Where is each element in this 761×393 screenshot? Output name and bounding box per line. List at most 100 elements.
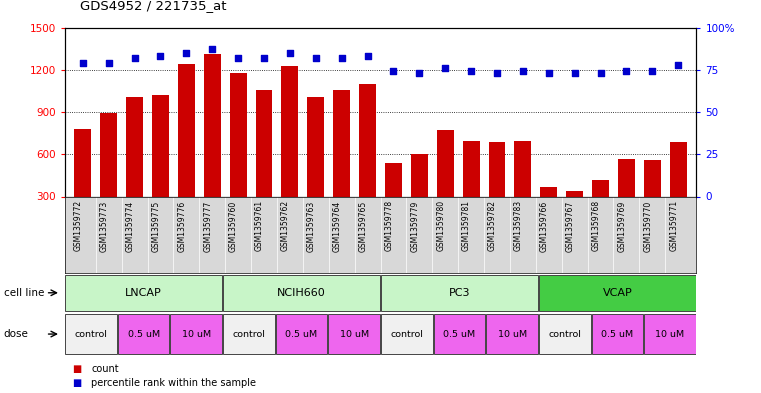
Text: GSM1359766: GSM1359766 xyxy=(540,200,549,252)
Text: 0.5 uM: 0.5 uM xyxy=(444,330,476,338)
Text: 10 uM: 10 uM xyxy=(655,330,685,338)
Point xyxy=(491,70,503,76)
Text: GSM1359771: GSM1359771 xyxy=(669,200,678,252)
Text: GSM1359772: GSM1359772 xyxy=(74,200,83,252)
Point xyxy=(103,60,115,66)
Text: control: control xyxy=(232,330,266,338)
Point xyxy=(387,68,400,75)
Point xyxy=(129,55,141,61)
Text: LNCAP: LNCAP xyxy=(126,288,162,298)
Bar xyxy=(307,97,324,239)
Bar xyxy=(618,159,635,239)
Bar xyxy=(437,130,454,239)
Point xyxy=(543,70,555,76)
Text: GSM1359761: GSM1359761 xyxy=(255,200,264,252)
Text: 0.5 uM: 0.5 uM xyxy=(601,330,633,338)
Point xyxy=(413,70,425,76)
Point xyxy=(77,60,89,66)
Point xyxy=(620,68,632,75)
Text: ■: ■ xyxy=(72,378,81,388)
Text: GSM1359773: GSM1359773 xyxy=(100,200,109,252)
Text: dose: dose xyxy=(4,329,29,339)
Point xyxy=(594,70,607,76)
Text: GSM1359775: GSM1359775 xyxy=(151,200,161,252)
Text: control: control xyxy=(548,330,581,338)
Bar xyxy=(256,90,272,239)
Bar xyxy=(329,314,380,354)
Bar xyxy=(223,314,275,354)
Point xyxy=(439,65,451,71)
Bar xyxy=(223,275,380,311)
Bar xyxy=(75,129,91,239)
Text: GSM1359783: GSM1359783 xyxy=(514,200,523,252)
Text: GSM1359781: GSM1359781 xyxy=(462,200,471,252)
Bar xyxy=(566,191,583,239)
Bar xyxy=(381,275,538,311)
Text: GSM1359774: GSM1359774 xyxy=(126,200,135,252)
Bar xyxy=(152,95,169,239)
Point xyxy=(180,50,193,56)
Point xyxy=(646,68,658,75)
Bar xyxy=(644,160,661,239)
Text: 10 uM: 10 uM xyxy=(498,330,527,338)
Bar xyxy=(204,54,221,239)
Bar xyxy=(434,314,486,354)
Text: cell line: cell line xyxy=(4,288,44,298)
Bar xyxy=(381,314,432,354)
Text: GSM1359778: GSM1359778 xyxy=(384,200,393,252)
Text: GDS4952 / 221735_at: GDS4952 / 221735_at xyxy=(80,0,227,13)
Text: GSM1359767: GSM1359767 xyxy=(565,200,575,252)
Text: GSM1359779: GSM1359779 xyxy=(410,200,419,252)
Text: GSM1359769: GSM1359769 xyxy=(617,200,626,252)
Text: control: control xyxy=(75,330,107,338)
Text: GSM1359765: GSM1359765 xyxy=(358,200,368,252)
Text: GSM1359763: GSM1359763 xyxy=(307,200,316,252)
Point xyxy=(310,55,322,61)
Bar xyxy=(65,314,116,354)
Point xyxy=(672,62,684,68)
Bar xyxy=(411,154,428,239)
Bar xyxy=(670,141,686,239)
Text: 0.5 uM: 0.5 uM xyxy=(285,330,317,338)
Bar xyxy=(65,275,222,311)
Text: count: count xyxy=(91,364,119,375)
Text: GSM1359782: GSM1359782 xyxy=(488,200,497,252)
Text: GSM1359764: GSM1359764 xyxy=(333,200,342,252)
Bar xyxy=(230,73,247,239)
Text: GSM1359780: GSM1359780 xyxy=(436,200,445,252)
Text: GSM1359760: GSM1359760 xyxy=(229,200,238,252)
Bar xyxy=(591,314,643,354)
Text: NCIH660: NCIH660 xyxy=(277,288,326,298)
Point xyxy=(206,46,218,53)
Text: 10 uM: 10 uM xyxy=(182,330,211,338)
Bar xyxy=(118,314,170,354)
Bar xyxy=(514,141,531,239)
Bar xyxy=(645,314,696,354)
Point xyxy=(284,50,296,56)
Text: 0.5 uM: 0.5 uM xyxy=(128,330,160,338)
Bar xyxy=(540,187,557,239)
Text: PC3: PC3 xyxy=(449,288,470,298)
Point xyxy=(154,53,167,59)
Bar xyxy=(359,84,376,239)
Bar xyxy=(486,314,538,354)
Bar xyxy=(282,66,298,239)
Point xyxy=(258,55,270,61)
Bar xyxy=(385,163,402,239)
Text: control: control xyxy=(390,330,423,338)
Bar xyxy=(539,275,696,311)
Point xyxy=(232,55,244,61)
Text: GSM1359768: GSM1359768 xyxy=(591,200,600,252)
Point xyxy=(568,70,581,76)
Bar xyxy=(178,64,195,239)
Bar xyxy=(275,314,327,354)
Bar xyxy=(126,97,143,239)
Bar xyxy=(592,180,609,239)
Bar xyxy=(333,90,350,239)
Text: 10 uM: 10 uM xyxy=(339,330,369,338)
Text: GSM1359776: GSM1359776 xyxy=(177,200,186,252)
Text: percentile rank within the sample: percentile rank within the sample xyxy=(91,378,256,388)
Text: ■: ■ xyxy=(72,364,81,375)
Text: VCAP: VCAP xyxy=(603,288,632,298)
Text: GSM1359762: GSM1359762 xyxy=(281,200,290,252)
